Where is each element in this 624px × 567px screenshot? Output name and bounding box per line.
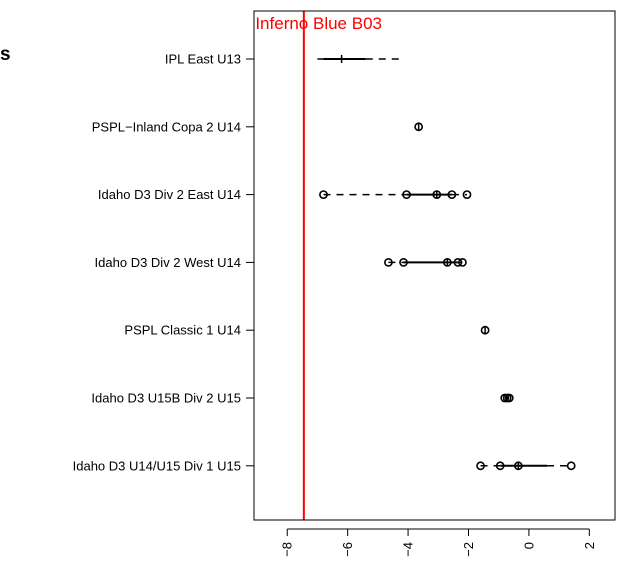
outlier-point	[319, 190, 328, 199]
outlier-point	[399, 257, 408, 267]
outlier-point	[504, 393, 514, 403]
box-group-0	[317, 55, 403, 63]
outlier-point	[480, 325, 490, 335]
outlier-point	[566, 461, 576, 471]
box-group-5	[500, 393, 514, 403]
reference-line-label: no Inferno Blue B03	[232, 14, 382, 33]
y-tick-label: Idaho D3 Div 2 West U14	[95, 255, 241, 270]
boxes-layer	[317, 55, 576, 471]
page-title-fragment: s	[0, 44, 11, 65]
x-tick-label: −6	[340, 542, 355, 557]
reference-layer: no Inferno Blue B03	[232, 11, 382, 520]
outlier-point	[453, 257, 463, 267]
x-tick-label: −8	[280, 542, 295, 557]
outlier-point	[495, 461, 505, 471]
y-axis: IPL East U13 PSPL−Inland Copa 2 U14 Idaho …	[73, 52, 254, 473]
y-tick-label: PSPL Classic 1 U14	[124, 323, 241, 338]
outlier-point	[447, 190, 457, 199]
x-tick-label: −2	[461, 542, 476, 557]
box-group-1	[414, 122, 424, 132]
outlier-point	[476, 461, 485, 471]
outlier-point	[462, 190, 472, 199]
x-tick-label: 0	[521, 542, 536, 549]
outlier-point	[442, 257, 452, 267]
box-group-4	[480, 325, 490, 335]
outlier-point	[414, 122, 424, 132]
outlier-point	[513, 461, 523, 471]
y-tick-label: Idaho D3 U14/U15 Div 1 U15	[73, 458, 241, 473]
outlier-point	[402, 190, 411, 199]
y-tick-label: Idaho D3 U15B Div 2 U15	[91, 391, 241, 406]
outlier-point	[458, 257, 467, 267]
x-tick-label: −4	[401, 542, 416, 557]
outlier-point	[384, 257, 393, 267]
y-tick-label: Idaho D3 Div 2 East U14	[98, 187, 241, 202]
box-group-2	[319, 190, 472, 199]
y-tick-label: IPL East U13	[165, 52, 241, 67]
y-tick-label: PSPL−Inland Copa 2 U14	[92, 119, 241, 134]
box-group-6	[476, 461, 576, 471]
x-tick-label: 2	[582, 542, 597, 549]
plot-frame	[253, 10, 616, 521]
box-group-3	[384, 257, 467, 267]
x-axis: −8 −6 −4 −2 0 2	[280, 528, 597, 557]
outlier-point	[432, 190, 442, 199]
